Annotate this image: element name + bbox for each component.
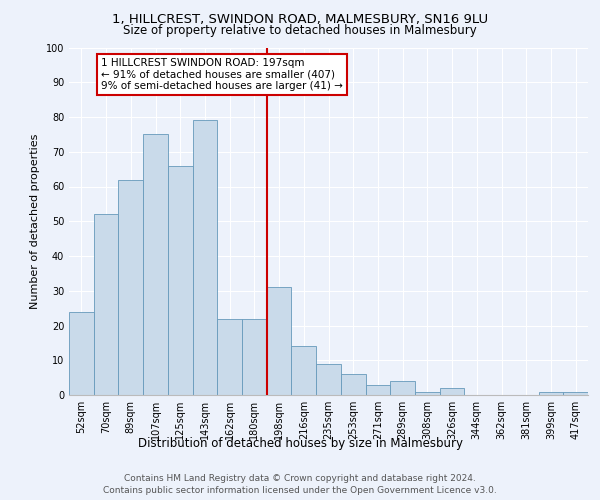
Bar [94, 214, 118, 395]
Bar [217, 318, 242, 395]
Bar [415, 392, 440, 395]
Text: Size of property relative to detached houses in Malmesbury: Size of property relative to detached ho… [123, 24, 477, 37]
Bar [168, 166, 193, 395]
Text: Distribution of detached houses by size in Malmesbury: Distribution of detached houses by size … [137, 438, 463, 450]
Text: 1, HILLCREST, SWINDON ROAD, MALMESBURY, SN16 9LU: 1, HILLCREST, SWINDON ROAD, MALMESBURY, … [112, 12, 488, 26]
Y-axis label: Number of detached properties: Number of detached properties [30, 134, 40, 309]
Bar [143, 134, 168, 395]
Bar [242, 318, 267, 395]
Bar [390, 381, 415, 395]
Bar [118, 180, 143, 395]
Bar [365, 384, 390, 395]
Bar [316, 364, 341, 395]
Text: 1 HILLCREST SWINDON ROAD: 197sqm
← 91% of detached houses are smaller (407)
9% o: 1 HILLCREST SWINDON ROAD: 197sqm ← 91% o… [101, 58, 343, 91]
Bar [69, 312, 94, 395]
Bar [267, 288, 292, 395]
Bar [292, 346, 316, 395]
Bar [193, 120, 217, 395]
Bar [440, 388, 464, 395]
Bar [563, 392, 588, 395]
Bar [539, 392, 563, 395]
Bar [341, 374, 365, 395]
Text: Contains HM Land Registry data © Crown copyright and database right 2024.
Contai: Contains HM Land Registry data © Crown c… [103, 474, 497, 495]
